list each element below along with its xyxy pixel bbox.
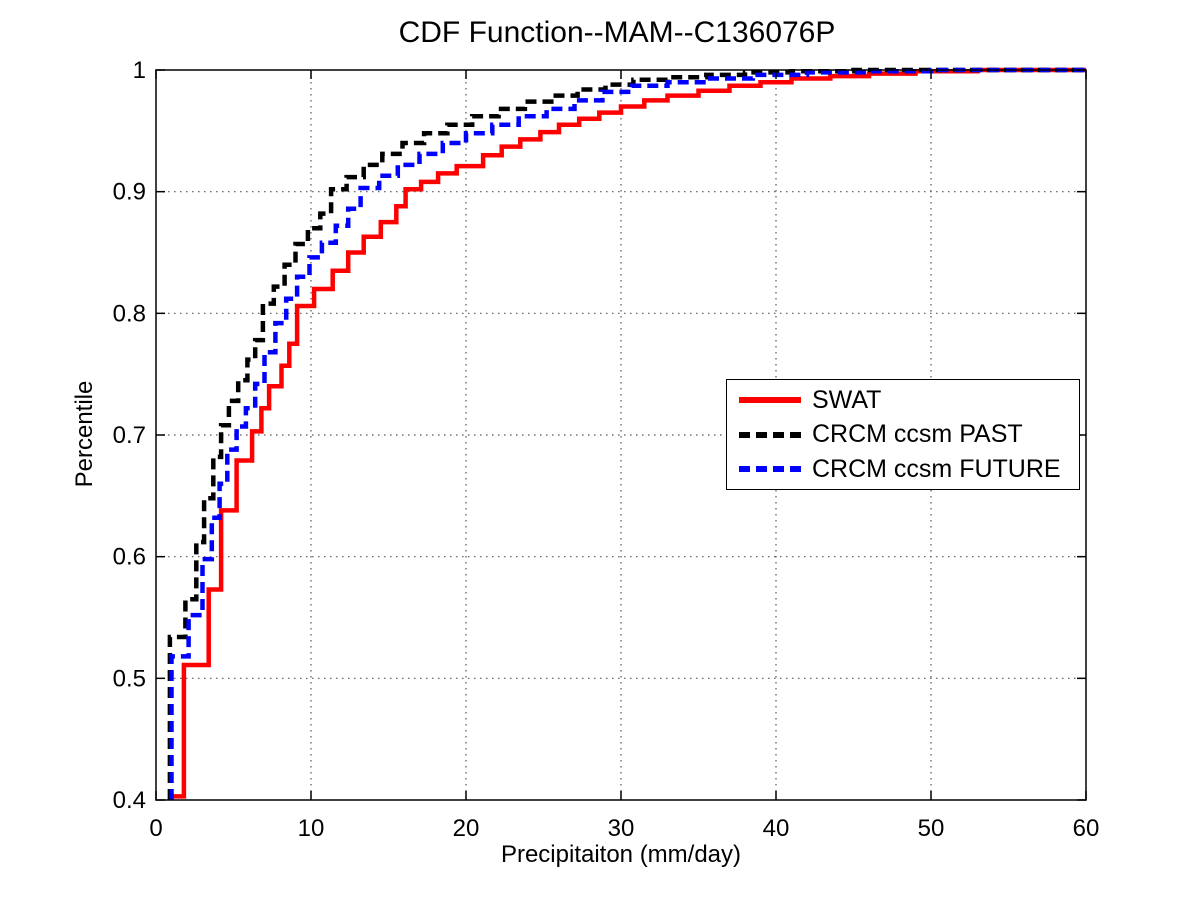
x-tick-label-40: 40	[763, 815, 790, 842]
y-tick-label-0.6: 0.6	[113, 544, 146, 571]
legend-label-crcm-ccsm-past: CRCM ccsm PAST	[812, 420, 1023, 448]
series-lines	[167, 67, 1086, 800]
x-tick-label-60: 60	[1073, 815, 1100, 842]
x-tick-label-30: 30	[608, 815, 635, 842]
legend: SWAT CRCM ccsm PAST CRCM ccsm FUTURE	[726, 379, 1080, 490]
y-tick-label-0.9: 0.9	[113, 179, 146, 206]
series-line-crcm-ccsm-past	[167, 67, 1086, 800]
legend-label-swat: SWAT	[812, 385, 882, 414]
tick-labels: 0 10 20 30 40 50 60 0.4 0.5 0.6 0.7 0.8 0.9 1	[113, 57, 1100, 842]
legend-entry-crcm-ccsm-past: CRCM ccsm PAST	[727, 420, 1079, 449]
y-tick-label-1: 1	[133, 57, 146, 84]
y-tick-label-0.7: 0.7	[113, 422, 146, 449]
x-tick-label-50: 50	[918, 815, 945, 842]
y-axis-label: Percentile	[71, 381, 98, 488]
legend-line-sample-crcm-ccsm-future	[739, 466, 801, 472]
legend-label-crcm-ccsm-future: CRCM ccsm FUTURE	[812, 454, 1061, 483]
x-tick-label-10: 10	[298, 815, 325, 842]
legend-line-sample-crcm-ccsm-past	[739, 431, 801, 438]
x-tick-label-0: 0	[149, 815, 162, 842]
x-tick-label-20: 20	[453, 815, 480, 842]
chart-title: CDF Function--MAM--C136076P	[399, 16, 836, 49]
series-line-crcm-ccsm-future	[169, 67, 1086, 800]
y-tick-label-0.5: 0.5	[113, 665, 146, 692]
x-axis-label: Precipitaiton (mm/day)	[501, 841, 741, 868]
legend-entry-swat: SWAT	[727, 386, 1079, 415]
y-tick-label-0.4: 0.4	[113, 787, 146, 814]
legend-line-sample-swat	[739, 397, 801, 403]
plot-frame	[155, 69, 1087, 801]
y-tick-label-0.8: 0.8	[113, 300, 146, 327]
legend-entry-crcm-ccsm-future: CRCM ccsm FUTURE	[727, 455, 1079, 484]
series-line-swat	[171, 67, 1086, 799]
